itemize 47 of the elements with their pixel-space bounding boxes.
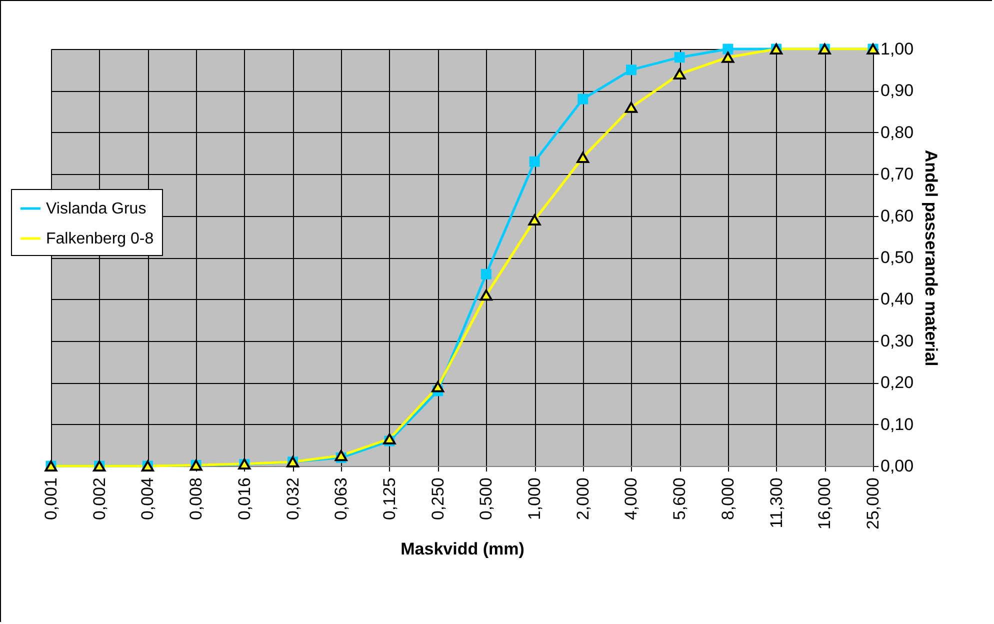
x-axis-title: Maskvidd (mm) bbox=[400, 539, 524, 558]
x-tick-label: 0,001 bbox=[42, 478, 60, 520]
x-tick-label: 0,063 bbox=[332, 478, 351, 520]
point bbox=[529, 156, 540, 167]
x-tick-label: 4,000 bbox=[622, 478, 641, 520]
x-tick-label: 16,000 bbox=[815, 478, 834, 530]
point bbox=[480, 289, 492, 301]
y-tick-label: 0,70 bbox=[880, 164, 914, 184]
y-tick-label: 0,20 bbox=[880, 373, 914, 392]
x-tick-label: 0,032 bbox=[283, 478, 302, 520]
x-tick-label: 5,600 bbox=[670, 478, 690, 520]
x-tick-label: 0,002 bbox=[90, 478, 109, 520]
y-tick-label: 1,00 bbox=[880, 40, 914, 58]
y-axis-title: Andel passerande material bbox=[922, 150, 941, 366]
y-tick-label: 0,30 bbox=[880, 331, 914, 350]
x-tick-label: 8,000 bbox=[718, 478, 738, 520]
x-tick-label: 0,016 bbox=[234, 478, 254, 520]
point bbox=[673, 68, 686, 80]
y-tick-label: 0,60 bbox=[880, 206, 914, 226]
point bbox=[432, 381, 444, 392]
point bbox=[626, 64, 636, 76]
x-tick-label: 0,500 bbox=[476, 478, 496, 520]
legend-label: Vislanda Grus bbox=[46, 200, 146, 218]
point bbox=[722, 52, 734, 63]
y-tick-label: 0,10 bbox=[880, 414, 914, 434]
legend-label: Falkenberg 0-8 bbox=[46, 230, 154, 248]
point bbox=[576, 152, 590, 163]
y-tick-label: 0,00 bbox=[880, 456, 914, 476]
x-tick-label: 11,300 bbox=[766, 478, 786, 528]
x-tick-label: 25,000 bbox=[864, 478, 882, 530]
point bbox=[578, 94, 588, 104]
x-tick-label: 0,125 bbox=[380, 478, 399, 520]
x-tick-label: 2,000 bbox=[573, 478, 592, 520]
y-tick-label: 0,40 bbox=[880, 290, 914, 309]
x-tick-label: 0,004 bbox=[138, 478, 158, 520]
point bbox=[722, 44, 734, 54]
y-tick-label: 0,80 bbox=[880, 122, 914, 142]
point bbox=[674, 52, 685, 63]
point bbox=[624, 102, 638, 113]
y-tick-label: 0,50 bbox=[880, 248, 914, 267]
x-tick-label: 0,008 bbox=[186, 478, 206, 520]
x-tick-label: 1,000 bbox=[525, 478, 544, 520]
x-tick-label: 0,250 bbox=[428, 478, 448, 520]
point bbox=[528, 214, 541, 226]
y-tick-label: 0,90 bbox=[880, 81, 914, 100]
point bbox=[383, 433, 396, 444]
point bbox=[480, 268, 492, 280]
